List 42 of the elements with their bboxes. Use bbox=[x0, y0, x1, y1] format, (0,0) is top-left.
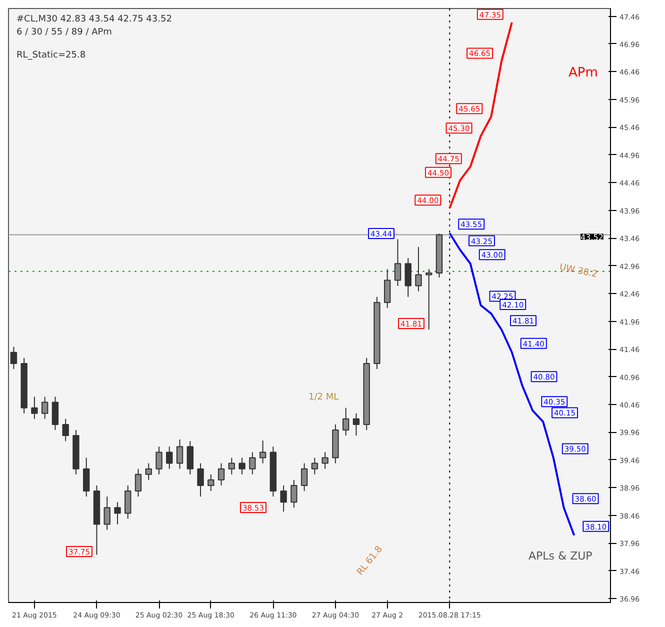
candlestick bbox=[311, 457, 318, 475]
annotation: UW 38.2 bbox=[558, 262, 598, 280]
candlestick bbox=[176, 438, 184, 470]
candlestick bbox=[31, 396, 38, 420]
candlestick bbox=[156, 446, 162, 475]
candlestick bbox=[186, 440, 194, 475]
candlestick bbox=[197, 462, 204, 498]
annotation: 1/2 ML bbox=[308, 392, 339, 402]
candlestick bbox=[300, 462, 308, 492]
candlestick bbox=[124, 484, 132, 520]
candlestick bbox=[290, 479, 298, 508]
candlestick bbox=[145, 462, 152, 480]
candlestick bbox=[134, 468, 142, 498]
candlestick bbox=[218, 462, 225, 486]
candlestick bbox=[352, 412, 360, 436]
candlestick bbox=[104, 496, 110, 530]
candlestick bbox=[41, 396, 48, 420]
candlestick bbox=[52, 396, 59, 431]
candlestick bbox=[280, 484, 287, 512]
text: 6 / 30 / 55 / 89 / APm bbox=[16, 28, 112, 38]
annotation: RL_Static=25.8 bbox=[16, 50, 86, 60]
candlestick bbox=[259, 440, 266, 464]
candlestick bbox=[228, 457, 236, 475]
candlestick bbox=[404, 258, 412, 298]
candlestick bbox=[10, 346, 18, 370]
candlestick bbox=[342, 407, 350, 436]
candlestick bbox=[394, 238, 402, 286]
annotation: APLs & ZUP bbox=[528, 550, 593, 562]
candlestick bbox=[82, 457, 90, 498]
annotation: APm bbox=[568, 66, 598, 80]
candlestick bbox=[426, 268, 432, 330]
candlestick bbox=[114, 502, 121, 525]
candlestick bbox=[238, 457, 246, 475]
candlestick bbox=[322, 452, 328, 470]
candlestick bbox=[384, 268, 391, 308]
candlestick bbox=[62, 418, 69, 442]
ref-line-label: 43.52 bbox=[580, 232, 604, 242]
candlestick bbox=[208, 474, 214, 492]
candlestick bbox=[166, 446, 173, 470]
text: #CL,M30 42.83 43.54 42.75 43.52 bbox=[16, 14, 172, 24]
candlestick bbox=[415, 246, 422, 292]
candlestick bbox=[249, 452, 256, 475]
